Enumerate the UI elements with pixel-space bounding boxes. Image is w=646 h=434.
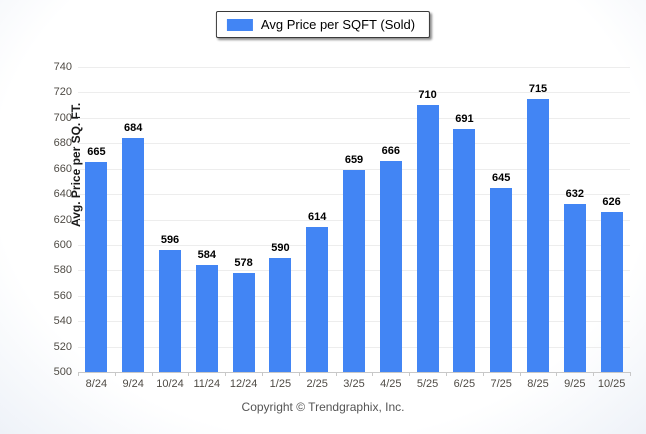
y-tick-label: 740 <box>53 61 72 73</box>
x-axis-tick <box>556 372 558 376</box>
bar[interactable] <box>269 257 292 372</box>
bar[interactable] <box>122 138 145 372</box>
bar-value-label: 596 <box>160 234 180 246</box>
legend-label: Avg Price per SQFT (Sold) <box>260 17 416 32</box>
x-tick-label: 7/25 <box>490 378 512 390</box>
bar-value-label: 584 <box>197 249 216 262</box>
bar-value-label: 684 <box>124 122 143 135</box>
bar[interactable] <box>379 161 402 372</box>
x-tick-label: 2/25 <box>306 378 328 390</box>
x-axis-tick <box>482 372 484 376</box>
plot-area: 500 520 540 560 580 600 620 640 660 680 700 720 740 6… <box>54 61 631 390</box>
copyright-text: Copyright © Trendgraphix, Inc. <box>241 400 405 414</box>
x-tick-label: 9/24 <box>122 378 144 390</box>
gridline <box>78 117 630 119</box>
bar-value-label: 578 <box>234 256 253 269</box>
bar[interactable] <box>159 250 181 372</box>
x-axis-tick <box>409 372 411 376</box>
x-tick-label: 8/25 <box>527 378 549 390</box>
x-tick-label: 10/25 <box>597 378 626 390</box>
x-tick-label: 9/25 <box>564 378 586 390</box>
bar-value-label: 710 <box>418 89 437 102</box>
bar-value-label: 626 <box>602 195 621 208</box>
x-tick-label: 11/24 <box>193 378 221 390</box>
legend-box: Avg Price per SQFT (Sold) <box>215 11 431 38</box>
x-axis-tick <box>298 372 300 376</box>
x-axis-tick <box>188 372 190 376</box>
x-tick-label: 1/25 <box>269 378 292 390</box>
bar[interactable] <box>527 98 549 372</box>
y-tick-label: 600 <box>53 238 72 251</box>
x-axis-tick <box>519 372 521 376</box>
x-axis-tick <box>262 372 263 376</box>
y-tick-label: 580 <box>53 264 72 277</box>
x-axis-tick <box>630 372 631 376</box>
bar[interactable] <box>563 204 586 372</box>
gridline <box>78 168 630 170</box>
bar-value-label: 659 <box>344 153 364 166</box>
x-tick-label: 12/24 <box>229 378 258 390</box>
bar-value-label: 614 <box>308 211 327 224</box>
bar-value-label: 715 <box>528 82 548 95</box>
y-tick-label: 560 <box>53 289 72 302</box>
x-axis-tick <box>372 372 374 376</box>
bar[interactable] <box>306 227 329 372</box>
bar[interactable] <box>453 129 476 372</box>
bar-value-label: 645 <box>492 171 511 184</box>
y-tick-label: 660 <box>53 162 72 175</box>
x-axis-tick <box>78 372 79 376</box>
bar[interactable] <box>195 265 218 372</box>
x-axis-tick <box>593 372 595 376</box>
x-tick-label: 10/24 <box>156 378 184 390</box>
x-tick-label: 4/25 <box>380 378 402 390</box>
x-tick-label: 5/25 <box>416 378 439 390</box>
bar-value-label: 590 <box>271 241 290 254</box>
bar-value-label: 691 <box>455 113 474 126</box>
bar[interactable] <box>600 211 623 372</box>
bar[interactable] <box>416 105 439 372</box>
x-tick-label: 3/25 <box>343 378 365 390</box>
x-tick-label: 6/25 <box>453 378 476 390</box>
bar[interactable] <box>343 169 365 372</box>
x-tick-label: 8/24 <box>85 378 108 390</box>
y-tick-label: 640 <box>53 188 72 201</box>
x-axis-tick <box>114 372 116 376</box>
gridline <box>78 67 630 68</box>
y-tick-label: 700 <box>53 111 72 124</box>
bar-value-label: 665 <box>87 146 106 159</box>
x-axis-tick <box>335 372 337 376</box>
gridline <box>78 143 630 145</box>
bar[interactable] <box>85 162 108 372</box>
x-axis-tick <box>225 372 227 376</box>
legend-swatch-icon <box>226 18 253 31</box>
y-tick-label: 620 <box>53 213 72 226</box>
y-tick-label: 680 <box>53 137 72 150</box>
y-tick-label: 500 <box>53 366 72 378</box>
bar-value-label: 666 <box>381 145 400 158</box>
bar[interactable] <box>232 272 255 372</box>
x-axis-line <box>78 372 630 373</box>
bar[interactable] <box>490 187 513 372</box>
x-axis-tick <box>446 372 447 376</box>
gridline <box>78 92 630 94</box>
y-tick-label: 540 <box>53 315 72 328</box>
y-tick-label: 520 <box>53 340 72 353</box>
x-axis-tick <box>151 372 153 376</box>
bar-value-label: 632 <box>565 188 584 201</box>
y-tick-label: 720 <box>53 86 72 99</box>
